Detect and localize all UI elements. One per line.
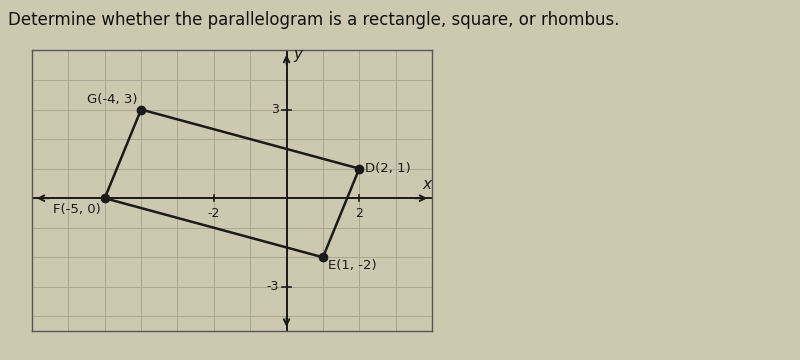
Text: G(-4, 3): G(-4, 3) xyxy=(87,93,138,106)
Text: E(1, -2): E(1, -2) xyxy=(328,259,377,272)
Text: x: x xyxy=(422,177,431,192)
Text: -2: -2 xyxy=(208,207,220,220)
Text: F(-5, 0): F(-5, 0) xyxy=(54,203,101,216)
Text: D(2, 1): D(2, 1) xyxy=(365,162,410,175)
Text: Determine whether the parallelogram is a rectangle, square, or rhombus.: Determine whether the parallelogram is a… xyxy=(8,11,619,29)
Text: 2: 2 xyxy=(355,207,363,220)
Text: -3: -3 xyxy=(266,280,278,293)
Text: 3: 3 xyxy=(270,103,278,116)
Text: y: y xyxy=(293,47,302,62)
